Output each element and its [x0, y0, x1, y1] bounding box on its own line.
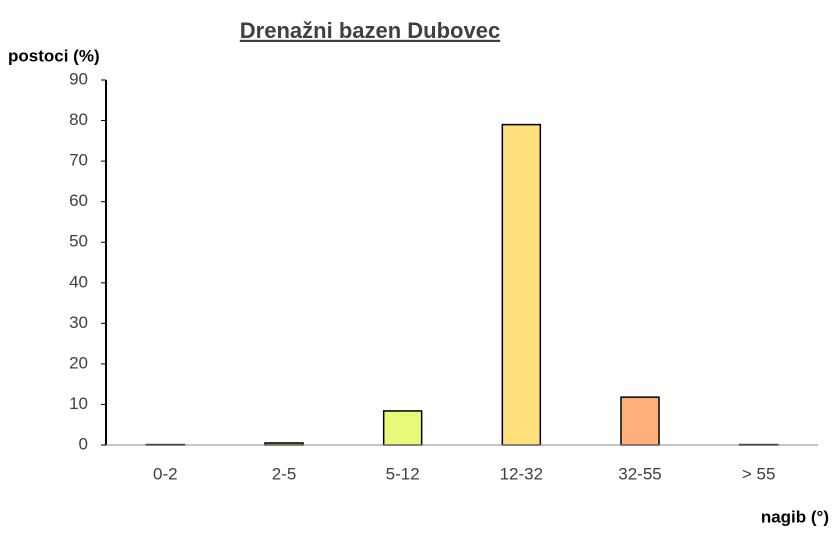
- x-tick-label: 32-55: [618, 464, 661, 483]
- x-tick-label: > 55: [742, 464, 776, 483]
- y-tick-label: 30: [69, 313, 88, 332]
- bar: [382, 410, 423, 446]
- y-axis-label: postoci (%): [8, 46, 100, 65]
- y-tick-label: 50: [69, 232, 88, 251]
- x-axis-label: nagib (°): [761, 507, 829, 526]
- x-tick-label: 5-12: [386, 464, 420, 483]
- y-tick-label: 60: [69, 191, 88, 210]
- bar: [501, 123, 542, 446]
- y-tick-label: 0: [79, 434, 88, 453]
- y-tick-label: 70: [69, 151, 88, 170]
- y-tick-label: 10: [69, 394, 88, 413]
- x-tick-label: 2-5: [272, 464, 297, 483]
- y-tick-label: 20: [69, 353, 88, 372]
- y-tick-label: 90: [69, 69, 88, 88]
- x-tick-label: 12-32: [500, 464, 543, 483]
- x-tick-label: 0-2: [153, 464, 178, 483]
- y-tick-label: 40: [69, 272, 88, 291]
- bar: [620, 396, 660, 446]
- chart-title: Drenažni bazen Dubovec: [240, 18, 500, 43]
- y-tick-label: 80: [69, 110, 88, 129]
